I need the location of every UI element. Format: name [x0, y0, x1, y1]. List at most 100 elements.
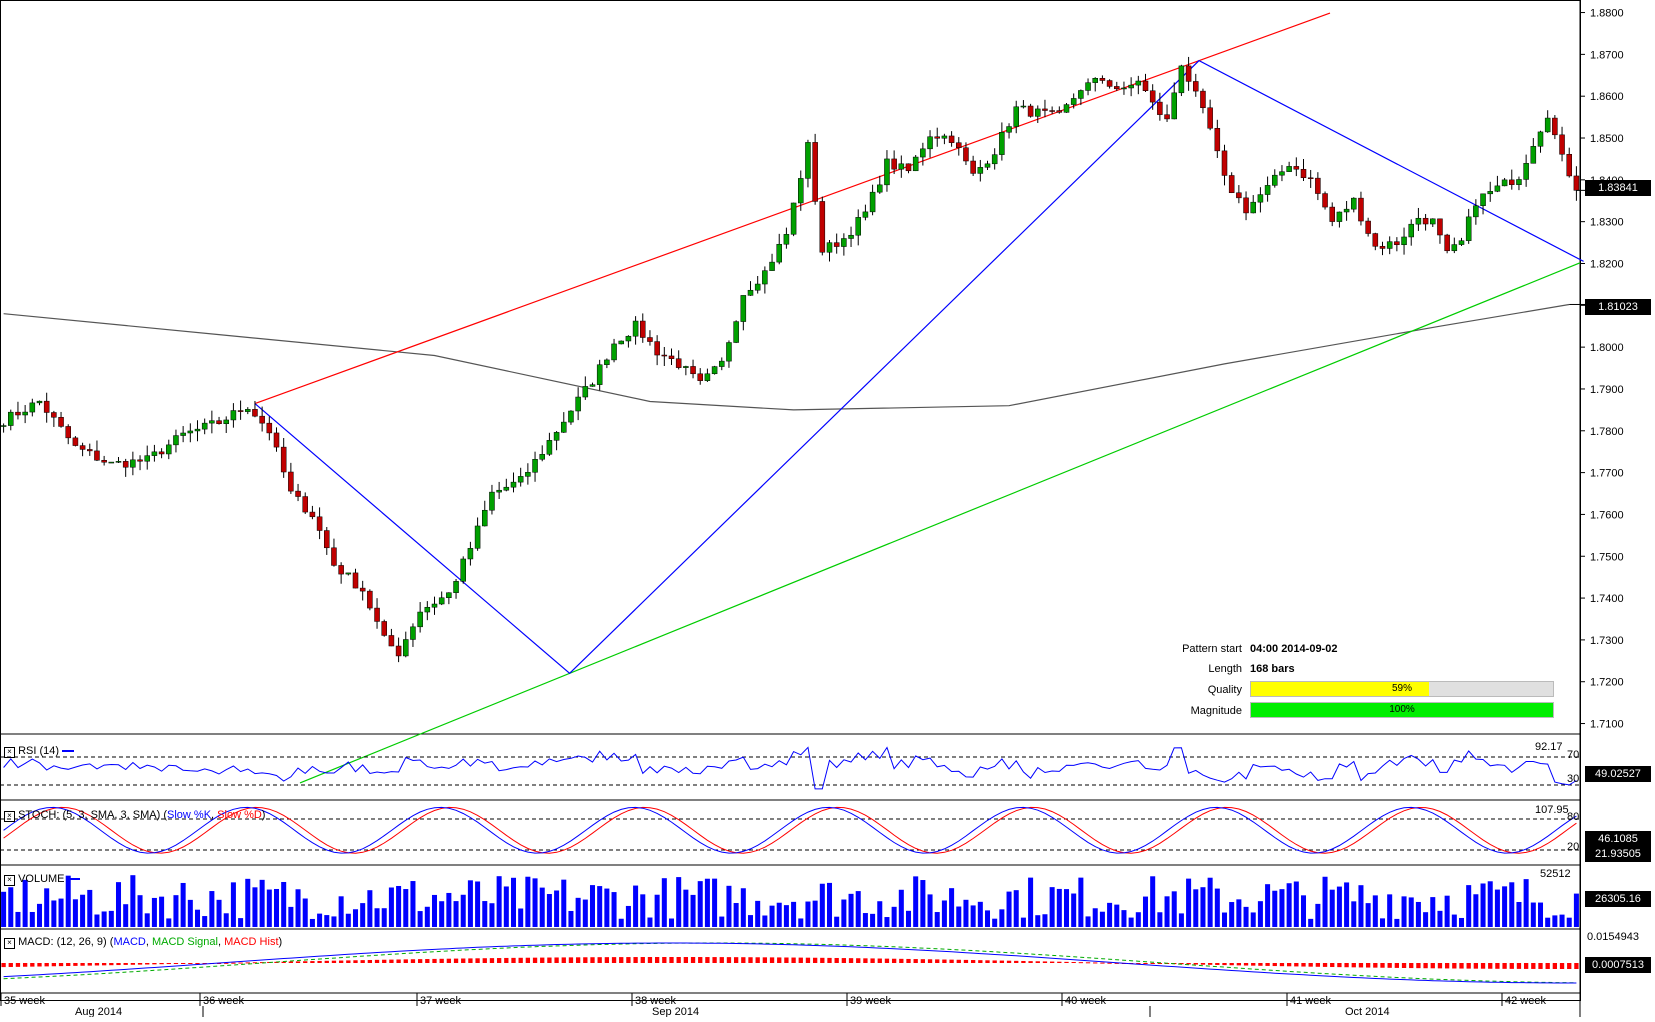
volume-bar — [417, 911, 423, 927]
volume-bar — [338, 896, 344, 927]
candle-body — [841, 238, 847, 247]
volume-bar — [1020, 917, 1026, 927]
macd-hist-bar — [1509, 963, 1514, 969]
volume-bar — [539, 887, 545, 927]
candle-body — [776, 243, 782, 263]
rsi-level-70: 70 — [1567, 749, 1580, 761]
volume-bar — [137, 895, 143, 927]
candle-body — [582, 386, 589, 398]
candle-body — [359, 587, 366, 592]
volume-bar — [1135, 912, 1141, 927]
volume-bar — [841, 899, 847, 927]
macd-hist-bar — [1064, 961, 1069, 963]
panel-close-icon[interactable]: × — [4, 747, 15, 758]
candle-body — [984, 163, 991, 168]
panel-close-icon[interactable]: × — [4, 875, 15, 886]
candle-body — [690, 366, 696, 375]
volume-bar — [1, 891, 7, 927]
candle-body — [948, 135, 955, 143]
volume-bar — [1430, 897, 1436, 927]
candle-body — [1250, 201, 1256, 214]
macd-hist-bar — [841, 958, 847, 963]
macd-hist-bar — [468, 958, 473, 963]
volume-bar — [202, 916, 208, 927]
candle-body — [790, 202, 797, 235]
macd-hist-bar — [1502, 963, 1507, 969]
volume-bar — [834, 916, 840, 927]
macd-hist-bar — [870, 958, 875, 963]
volume-bar — [805, 901, 811, 927]
volume-bar — [460, 894, 466, 927]
panel-close-icon[interactable]: × — [4, 938, 15, 949]
volume-bar — [826, 882, 833, 927]
macd-hist-bar — [1301, 963, 1306, 967]
candle-body — [1307, 177, 1314, 180]
pattern-quality-label: Quality — [1207, 684, 1242, 696]
candle-body — [1099, 78, 1106, 81]
volume-bar — [1322, 876, 1328, 927]
stoch-level-20: 20 — [1567, 841, 1580, 853]
candle-body — [367, 590, 373, 609]
macd-hist-bar — [1495, 963, 1500, 969]
price-tick-label: 1.8600 — [1590, 91, 1624, 103]
candle-body — [144, 455, 150, 462]
macd-hist-bar — [8, 963, 13, 967]
volume-bar — [8, 887, 14, 927]
macd-hist-bar — [1430, 963, 1435, 969]
candle-body — [417, 611, 423, 628]
volume-bar — [1013, 890, 1019, 927]
candle-body — [855, 217, 861, 236]
volume-bar — [245, 878, 251, 927]
candle-body — [1149, 90, 1156, 103]
candle-body — [108, 461, 115, 464]
candle-body — [1207, 107, 1213, 129]
candle-body — [36, 400, 43, 404]
candle-body — [1329, 206, 1335, 222]
volume-bar — [259, 879, 265, 927]
macd-hist-bar — [999, 960, 1005, 963]
price-tick-label: 1.7700 — [1590, 468, 1624, 480]
macd-hist-bar — [1049, 961, 1055, 963]
candle-body — [1523, 163, 1529, 180]
candle-body — [1422, 217, 1429, 225]
volume-bar — [920, 880, 926, 927]
macd-hist-label: MACD Hist — [224, 936, 279, 948]
candle-body — [1480, 193, 1486, 206]
macd-hist-bar — [303, 961, 308, 963]
candle-body — [941, 135, 948, 139]
candle-body — [180, 432, 186, 436]
week-label: 35 week — [4, 995, 45, 1007]
macd-hist-bar — [1057, 961, 1062, 963]
volume-bar — [1487, 881, 1493, 927]
macd-hist-bar — [66, 963, 71, 967]
price-tick-label: 1.7100 — [1590, 719, 1624, 731]
week-label: 40 week — [1065, 995, 1106, 1007]
macd-hist-bar — [604, 957, 610, 963]
candle-body — [1544, 117, 1551, 133]
price-tick-label: 1.8800 — [1590, 8, 1624, 20]
macd-hist-bar — [295, 961, 301, 963]
panel-close-icon[interactable]: × — [4, 811, 15, 822]
volume-bar — [913, 876, 919, 927]
candle-body — [187, 430, 194, 434]
macd-hist-bar — [1559, 963, 1565, 969]
candle-body — [912, 156, 919, 172]
macd-hist-bar — [561, 957, 566, 963]
macd-hist-bar — [1330, 963, 1335, 968]
volume-bar — [561, 879, 567, 927]
volume-bar — [1437, 910, 1443, 927]
volume-bar — [1379, 918, 1386, 927]
volume-bar — [489, 903, 495, 927]
candle-body — [1214, 128, 1221, 152]
volume-bar — [568, 910, 574, 927]
volume-bar — [1415, 901, 1421, 927]
candle-body — [1063, 104, 1070, 113]
macd-hist-bar — [532, 957, 538, 963]
candle-body — [1351, 197, 1357, 210]
candle-body — [395, 645, 402, 657]
candle-body — [58, 417, 64, 427]
candle-body — [1315, 177, 1321, 194]
macd-hist-bar — [1423, 963, 1428, 969]
volume-bar — [360, 903, 366, 927]
macd-hist-bar — [805, 957, 811, 963]
